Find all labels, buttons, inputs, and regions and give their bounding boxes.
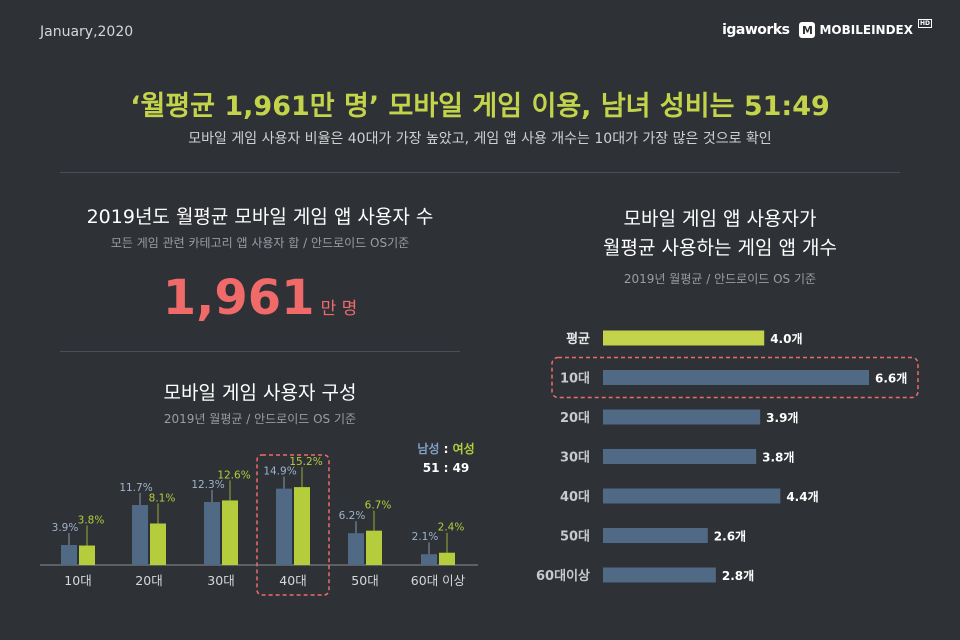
label-male-5: 2.1% (412, 531, 439, 543)
brand-logos: igaworks M MOBILEINDEX HD (722, 18, 932, 38)
category-label-5: 60대 이상 (411, 573, 466, 588)
hbar-value-6: 2.8개 (722, 569, 754, 583)
label-female-0: 3.8% (78, 515, 105, 527)
label-male-1: 11.7% (119, 482, 152, 494)
row-label-5: 50대 (560, 530, 590, 545)
category-label-1: 20대 (135, 573, 162, 588)
bar-female-2 (222, 500, 238, 565)
hbar-6 (603, 567, 716, 583)
apps-chart-title-line2: 월평균 사용하는 게임 앱 개수 (603, 237, 837, 259)
row-label-4: 40대 (560, 490, 590, 505)
bar-male-5 (421, 554, 437, 565)
apps-chart-title: 모바일 게임 앱 사용자가 월평균 사용하는 게임 앱 개수 (520, 205, 920, 263)
category-label-2: 30대 (207, 573, 234, 588)
mobileindex-hd-badge: HD (917, 18, 932, 28)
hbar-5 (603, 528, 708, 543)
users-total-value: 1,961 (162, 270, 315, 326)
left-section-divider (60, 351, 460, 352)
hbar-value-5: 2.6개 (714, 530, 746, 544)
row-label-0: 평균 (566, 331, 590, 347)
label-male-3: 14.9% (263, 466, 296, 478)
page-subheadline: 모바일 게임 사용자 비율은 40대가 가장 높았고, 게임 앱 사용 개수는 … (188, 131, 772, 147)
hbar-value-0: 4.0개 (770, 332, 802, 346)
label-female-5: 2.4% (438, 522, 465, 534)
row-label-1: 10대 (560, 372, 590, 387)
category-label-0: 10대 (64, 573, 91, 588)
mobileindex-logo: M MOBILEINDEX HD (799, 18, 932, 38)
users-total-figure: 1,961 만 명 (60, 270, 460, 326)
mobileindex-m-icon: M (799, 22, 816, 38)
bar-male-3 (276, 488, 292, 565)
bar-female-4 (366, 530, 382, 565)
igaworks-logo: igaworks (722, 22, 790, 38)
category-label-4: 50대 (351, 573, 378, 588)
apps-count-bar-chart: 평균 4.0개 10대 6.6개 20대 3.9개 30대 3.8개 40대 4.4개 50대 2.6… (536, 330, 919, 584)
bar-male-0 (61, 545, 77, 565)
composition-chart-subtitle: 2019년 월평균 / 안드로이드 OS 기준 (163, 412, 357, 426)
label-male-4: 6.2% (339, 510, 366, 522)
legend-female: 여성 (453, 441, 475, 456)
label-male-0: 3.9% (52, 522, 79, 534)
bar-female-0 (79, 545, 95, 565)
row-label-6: 60대이상 (536, 568, 590, 584)
hbar-0 (603, 330, 765, 346)
page-headline: ‘월평균 1,961만 명’ 모바일 게임 이용, 남녀 성비는 51:49 (130, 91, 830, 122)
hbar-value-2: 3.9개 (766, 411, 798, 425)
bar-female-3 (294, 487, 310, 565)
composition-bar-chart: 남성 : 여성 51 : 49 3.9%3.8% 10대 11.7%8.1% 20대 12.… (40, 441, 478, 596)
bar-male-4 (348, 533, 364, 565)
bar-male-2 (204, 501, 220, 565)
legend-separator: : (439, 442, 452, 456)
apps-chart-subtitle: 2019년 월평균 / 안드로이드 OS 기준 (623, 272, 817, 286)
row-label-2: 20대 (560, 411, 590, 426)
hbar-2 (603, 409, 761, 425)
apps-chart-title-line1: 모바일 게임 앱 사용자가 (623, 208, 817, 230)
label-female-4: 6.7% (365, 500, 392, 512)
date-label: January,2020 (40, 24, 134, 40)
legend-male: 남성 (417, 441, 439, 456)
bar-male-1 (132, 505, 148, 565)
mobileindex-logo-text: MOBILEINDEX (819, 23, 913, 37)
users-total-subtitle: 모든 게임 관련 카테고리 앱 사용자 합 / 안드로이드 OS기준 (110, 236, 410, 250)
users-total-unit: 만 명 (320, 299, 358, 319)
category-label-3: 40대 (279, 573, 306, 588)
label-female-2: 12.6% (217, 469, 250, 481)
legend-gender: 남성 : 여성 (417, 441, 474, 456)
hbar-1 (603, 370, 869, 385)
header-divider (60, 172, 900, 173)
hbar-value-4: 4.4개 (786, 490, 818, 504)
composition-chart-title: 모바일 게임 사용자 구성 (163, 382, 357, 404)
hbar-value-3: 3.8개 (762, 451, 794, 465)
label-female-3: 15.2% (289, 456, 322, 468)
highlight-box-10s (551, 356, 919, 399)
hbar-4 (603, 488, 781, 504)
label-female-1: 8.1% (149, 492, 176, 504)
users-total-title: 2019년도 월평균 모바일 게임 앱 사용자 수 (86, 206, 434, 228)
highlight-box-40s (256, 454, 330, 596)
label-male-2: 12.3% (191, 479, 224, 491)
hbar-value-1: 6.6개 (875, 372, 907, 386)
row-label-3: 30대 (560, 451, 590, 466)
legend-ratio: 51 : 49 (423, 461, 470, 475)
hbar-3 (603, 449, 757, 464)
bar-female-1 (150, 523, 166, 565)
bar-female-5 (439, 552, 455, 565)
